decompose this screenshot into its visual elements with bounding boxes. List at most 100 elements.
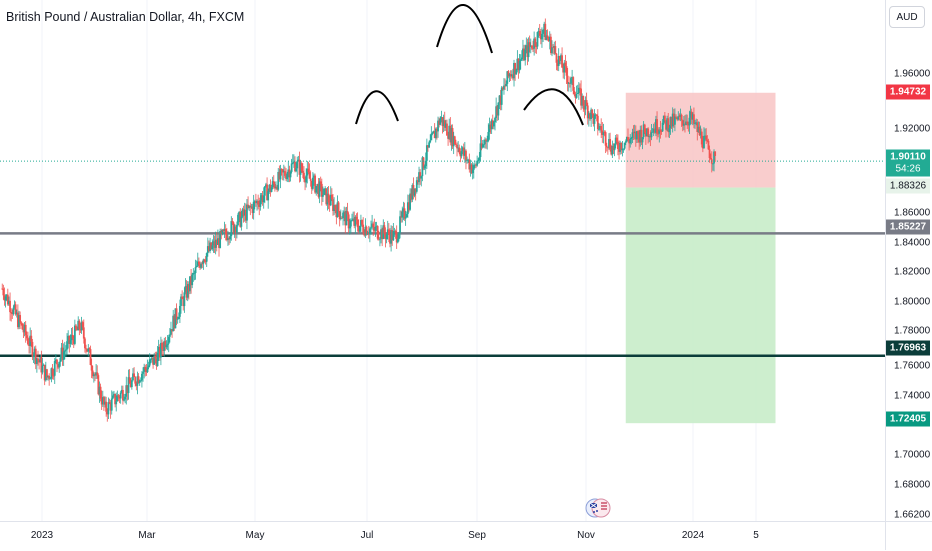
candle-body bbox=[648, 136, 651, 138]
candle-body bbox=[425, 145, 428, 161]
time-label: 5 bbox=[753, 530, 759, 541]
candle-body bbox=[708, 149, 711, 159]
candle-body bbox=[221, 229, 224, 234]
candle-body bbox=[682, 123, 685, 126]
candle-body bbox=[235, 225, 238, 233]
candle-body bbox=[610, 149, 613, 155]
candle-body bbox=[431, 133, 434, 134]
candle-body bbox=[69, 340, 72, 344]
candle-body bbox=[212, 241, 215, 246]
candle-body bbox=[10, 312, 13, 314]
candle-body bbox=[133, 373, 135, 378]
candle-body bbox=[628, 140, 631, 144]
candle-body bbox=[148, 359, 151, 366]
candle-body bbox=[209, 242, 211, 251]
candle-body bbox=[629, 139, 632, 144]
candle-body bbox=[225, 234, 228, 240]
candle-body bbox=[349, 220, 352, 227]
candle-body bbox=[560, 55, 562, 61]
candle-body bbox=[223, 228, 226, 231]
candle-body bbox=[343, 211, 346, 213]
candle-body bbox=[81, 322, 84, 328]
candle-body bbox=[655, 119, 657, 133]
candle-body bbox=[380, 229, 382, 239]
left-shoulder-arc bbox=[355, 90, 399, 125]
candle-body bbox=[124, 396, 127, 400]
candle-body bbox=[470, 164, 473, 174]
candle-body bbox=[705, 135, 708, 140]
candle-body bbox=[549, 36, 552, 54]
candle-body bbox=[215, 239, 218, 245]
candle-body bbox=[58, 361, 61, 368]
candle-body bbox=[368, 228, 371, 234]
candle-body bbox=[234, 226, 237, 233]
candle-body bbox=[563, 62, 566, 73]
candle-body bbox=[195, 265, 198, 268]
candle-body bbox=[412, 185, 415, 196]
candle-body bbox=[39, 357, 42, 363]
candle-body bbox=[448, 125, 451, 139]
candle-body bbox=[519, 59, 522, 62]
candle-body bbox=[82, 327, 85, 339]
candle-body bbox=[489, 124, 492, 130]
candle-body bbox=[618, 149, 620, 152]
candle-body bbox=[443, 120, 446, 128]
candle-body bbox=[681, 120, 684, 126]
candle-body bbox=[176, 318, 179, 320]
candle-body bbox=[496, 106, 499, 116]
candle-body bbox=[132, 373, 134, 381]
candle-body bbox=[142, 371, 144, 374]
candle-body bbox=[476, 160, 479, 166]
candle-body bbox=[315, 186, 318, 193]
candle-body bbox=[508, 74, 511, 77]
candle-body bbox=[78, 320, 81, 330]
candle-body bbox=[96, 372, 99, 376]
chart-pane[interactable]: British Pound / Australian Dollar, 4h, F… bbox=[0, 0, 885, 521]
candle-body bbox=[167, 336, 170, 344]
candle-body bbox=[619, 142, 622, 152]
candle-body bbox=[541, 33, 543, 40]
candle-body bbox=[272, 181, 275, 184]
candle-body bbox=[174, 308, 177, 329]
candle-body bbox=[575, 93, 578, 98]
chart-canvas[interactable] bbox=[0, 0, 885, 521]
candle-body bbox=[694, 123, 696, 124]
candle-body bbox=[34, 348, 37, 364]
candle-body bbox=[382, 225, 385, 240]
candle-body bbox=[60, 347, 63, 358]
candle-body bbox=[709, 158, 712, 160]
candle-body bbox=[572, 77, 575, 91]
candle-body bbox=[231, 221, 234, 223]
candle-body bbox=[371, 223, 374, 228]
candle-body bbox=[539, 35, 542, 40]
candle-body bbox=[144, 366, 147, 370]
candle-body bbox=[642, 124, 645, 138]
candle-body bbox=[114, 393, 116, 405]
candle-body bbox=[357, 227, 360, 232]
candle-body bbox=[475, 164, 477, 166]
candle-body bbox=[358, 225, 361, 232]
symbol-title[interactable]: British Pound / Australian Dollar, 4h, F… bbox=[6, 10, 245, 24]
time-axis[interactable]: 2023 Mar May Jul Sep Nov 2024 5 bbox=[0, 521, 885, 551]
candle-body bbox=[284, 171, 286, 176]
candle-body bbox=[28, 344, 30, 346]
candle-body bbox=[418, 172, 420, 183]
candle-body bbox=[547, 38, 550, 42]
currency-selector-button[interactable]: AUD bbox=[889, 6, 925, 28]
candle-body bbox=[339, 217, 342, 220]
candle-body bbox=[544, 23, 547, 40]
candle-body bbox=[676, 117, 679, 120]
candle-body bbox=[269, 184, 272, 192]
candle-body bbox=[373, 227, 376, 231]
candle-body bbox=[6, 294, 9, 305]
flag-event-icon[interactable] bbox=[585, 497, 611, 519]
candle-body bbox=[138, 380, 141, 383]
candle-body bbox=[535, 46, 538, 48]
candle-body bbox=[227, 238, 229, 240]
candle-body bbox=[428, 142, 430, 148]
candle-body bbox=[43, 364, 46, 381]
candle-body bbox=[110, 398, 113, 411]
candle-body bbox=[488, 124, 491, 133]
candle-body bbox=[533, 38, 536, 49]
candle-body bbox=[147, 365, 150, 368]
